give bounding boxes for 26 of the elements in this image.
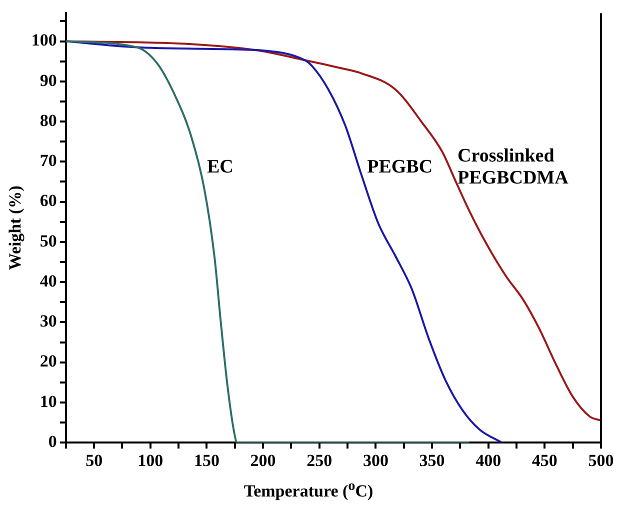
- x-tick-label: 100: [138, 451, 164, 470]
- x-axis-title: Temperature ($^{o}$C): [242, 478, 374, 502]
- y-tick-label: 60: [40, 191, 57, 210]
- y-tick-label: 50: [40, 231, 57, 250]
- x-tick-label: 250: [306, 451, 332, 470]
- x-tick-label: 500: [588, 451, 614, 470]
- y-tick-label: 40: [40, 271, 57, 290]
- y-tick-label: 30: [40, 312, 57, 331]
- series-label: PEGBC: [367, 156, 433, 178]
- x-tick-label: 350: [419, 451, 445, 470]
- y-tick-label: 100: [31, 30, 57, 50]
- y-axis-title: Weight (%): [6, 186, 25, 270]
- y-tick-label: 0: [48, 432, 57, 451]
- series-label: Crosslinked PEGBCDMA: [458, 146, 569, 189]
- y-tick-label: 90: [40, 70, 57, 90]
- series-label: EC: [206, 156, 234, 178]
- x-tick-label: 450: [532, 451, 558, 470]
- y-tick-label: 10: [40, 392, 57, 411]
- x-tick-label: 50: [86, 451, 103, 470]
- x-tick-label: 150: [194, 451, 220, 470]
- x-tick-label: 200: [250, 451, 276, 470]
- y-tick-label: 20: [40, 352, 57, 371]
- y-tick-label: 70: [40, 151, 57, 170]
- x-tick-label: 400: [476, 451, 502, 470]
- x-tick-label: 300: [362, 451, 388, 470]
- y-tick-label: 80: [40, 110, 57, 130]
